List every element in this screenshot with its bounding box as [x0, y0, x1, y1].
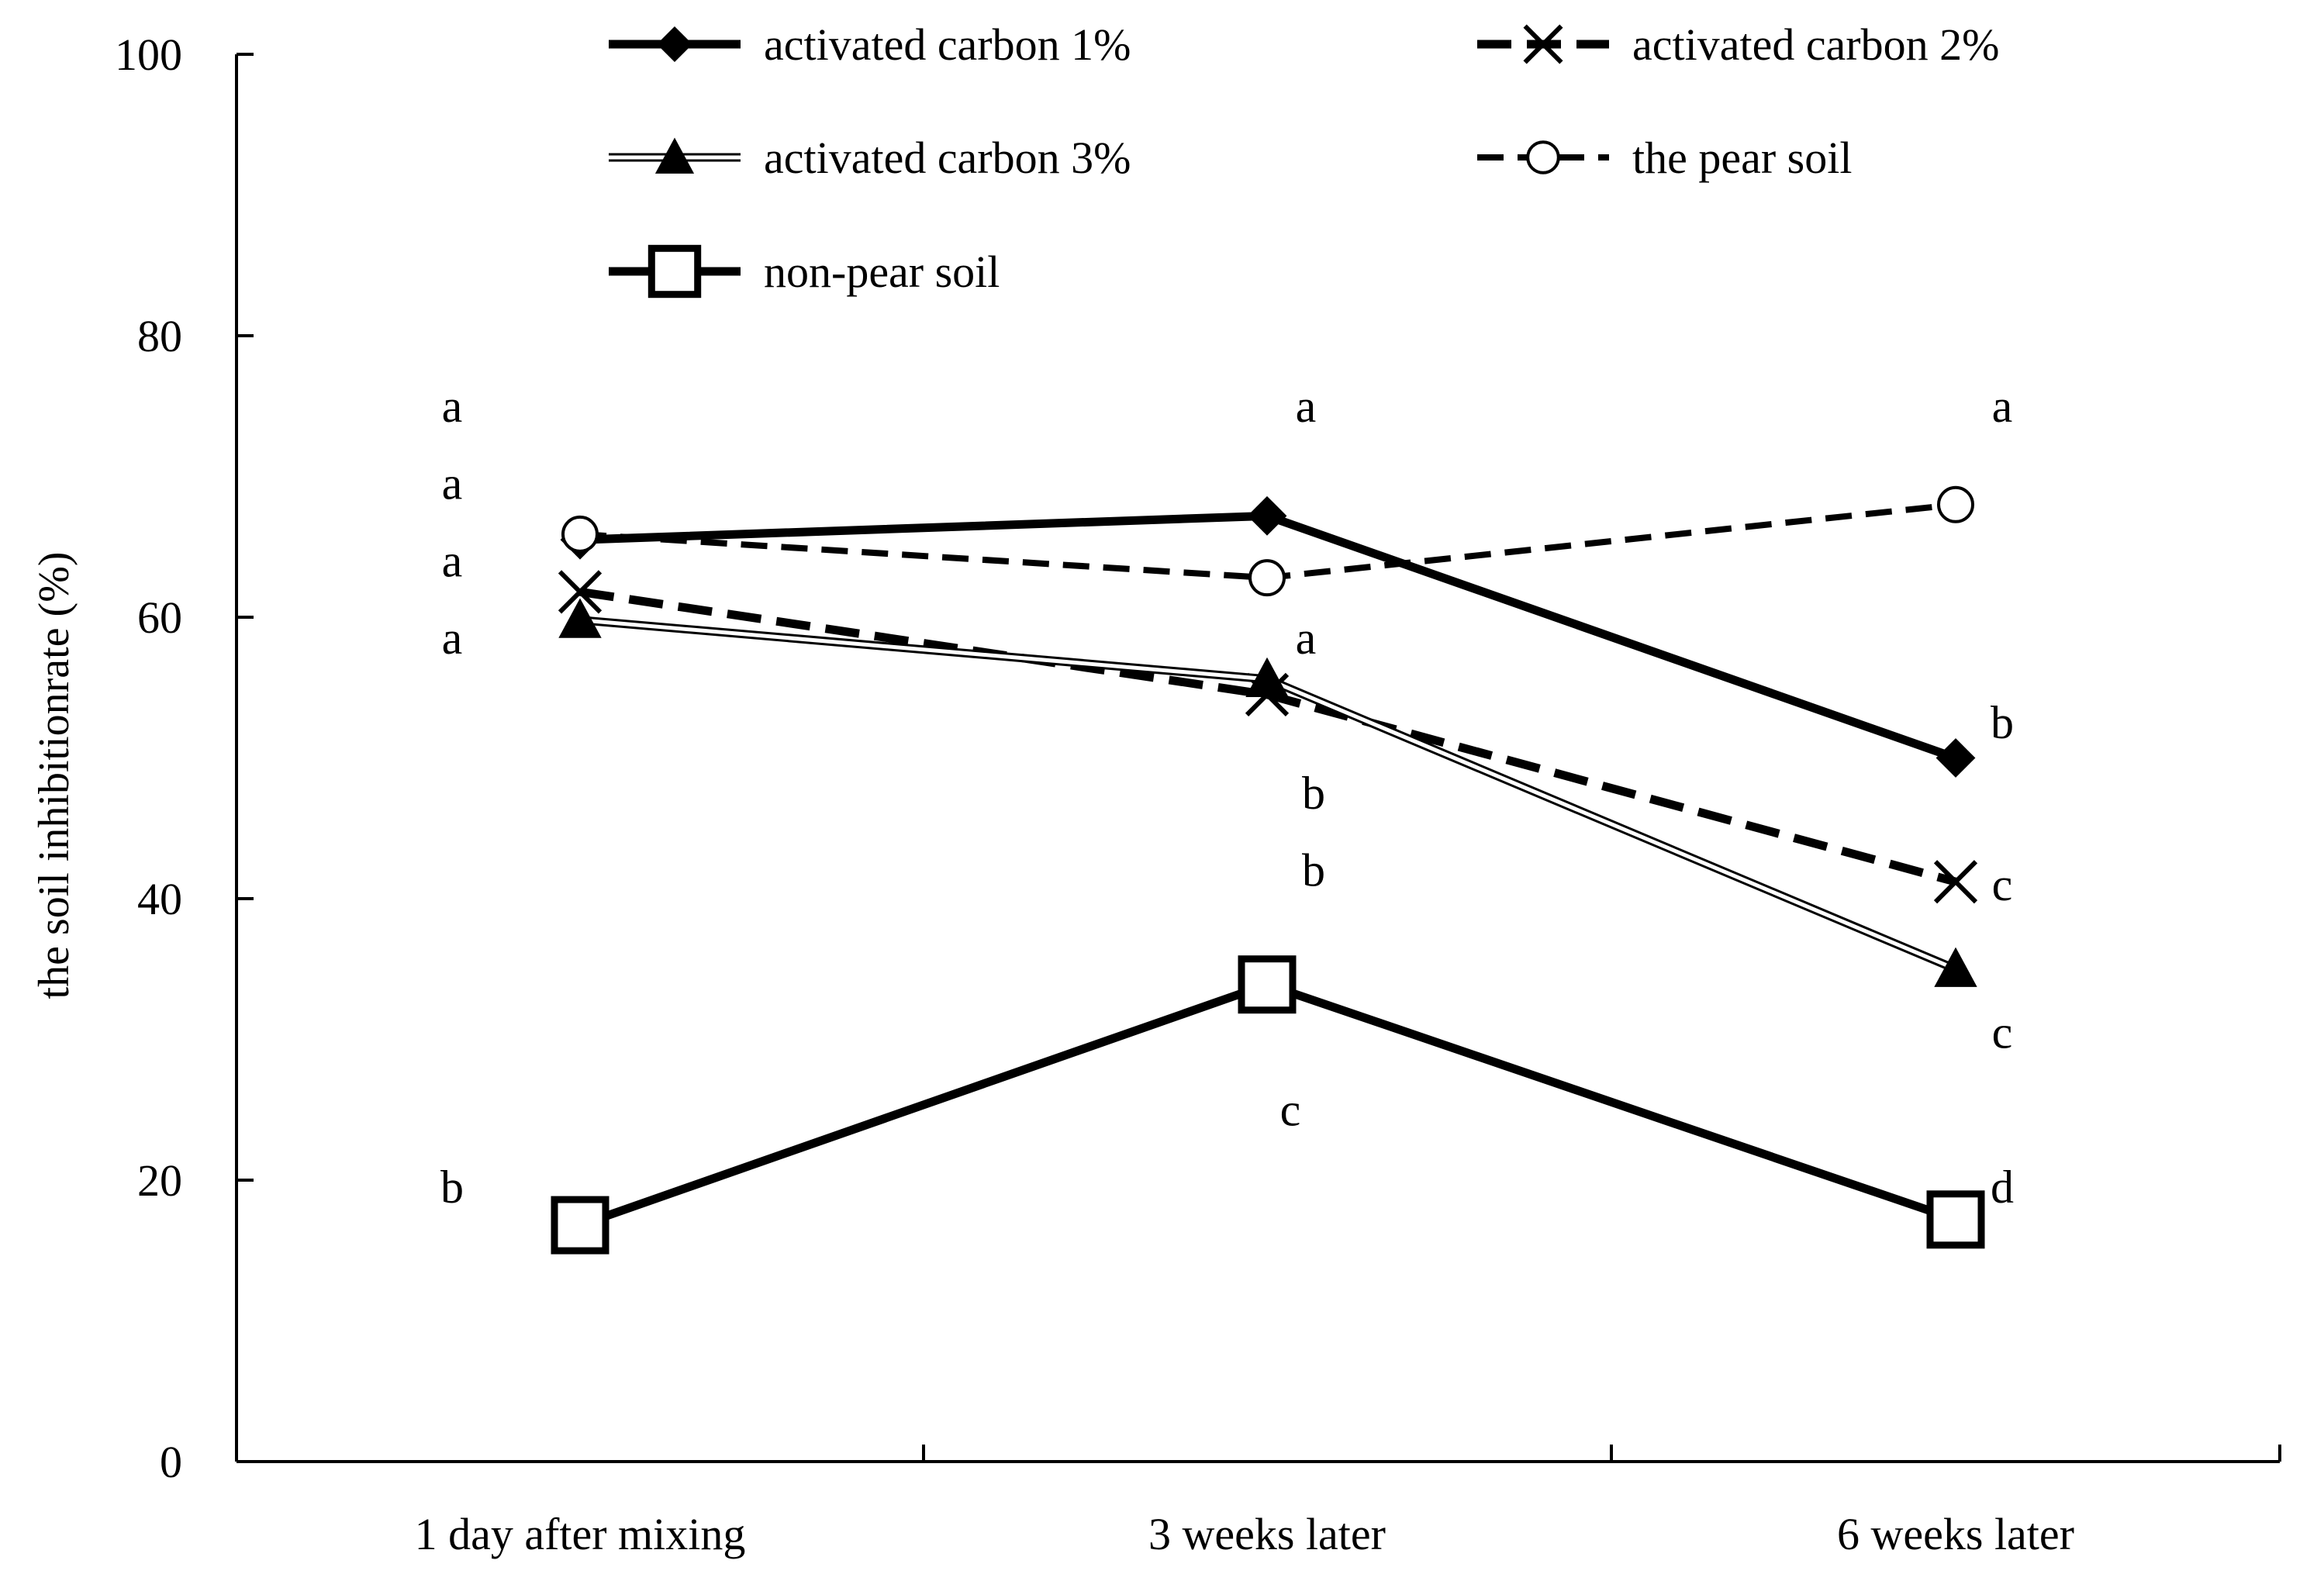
series-2 [558, 570, 1978, 904]
significance-letter: c [1280, 1084, 1301, 1135]
y-axis-ticks: 0 20 40 60 80 100 [115, 29, 254, 1487]
significance-letter: b [1302, 768, 1325, 819]
x-marker [1523, 24, 1563, 64]
triangle-marker [558, 598, 602, 638]
legend: activated carbon 1% activated carbon 2% ac… [609, 19, 1999, 299]
significance-letter: b [1991, 697, 2014, 748]
x-axis-ticks: 1 day after mixing 3 weeks later 6 weeks l… [415, 1445, 2281, 1559]
series-5-line [578, 980, 1957, 1230]
square-marker [1926, 1190, 1985, 1249]
significance-letter: d [1991, 1162, 2014, 1213]
circle-marker [1526, 140, 1560, 174]
legend-item: activated carbon 1% [609, 19, 1131, 70]
legend-item: activated carbon 2% [1477, 19, 1999, 70]
significance-letter: a [1296, 613, 1317, 664]
legend-label: activated carbon 2% [1632, 19, 1999, 70]
triangle-marker [1245, 657, 1289, 697]
significance-letter: a [1992, 381, 2013, 432]
x-marker [1933, 860, 1978, 904]
series-5 [551, 955, 1985, 1255]
legend-label: activated carbon 1% [764, 19, 1131, 70]
legend-label: activated carbon 3% [764, 133, 1131, 183]
y-tick-label: 80 [137, 311, 182, 361]
legend-item: non-pear soil [609, 244, 1000, 299]
diamond-marker [1936, 738, 1976, 778]
significance-letter: b [1302, 845, 1325, 896]
y-tick-label: 40 [137, 874, 182, 924]
y-tick-label: 60 [137, 592, 182, 643]
square-marker [1238, 955, 1297, 1014]
significance-letter: a [442, 458, 463, 509]
y-axis-label: the soil inhibitionrate (%) [30, 552, 78, 999]
triangle-marker [1934, 947, 1977, 987]
x-tick-label: 1 day after mixing [415, 1509, 746, 1559]
significance-letter: c [1992, 1006, 2013, 1058]
y-tick-label: 0 [160, 1437, 182, 1487]
significance-letter: a [442, 535, 463, 586]
y-tick-label: 100 [115, 29, 182, 80]
x-marker [558, 570, 603, 614]
series-4 [561, 485, 1974, 597]
series-2-line [579, 587, 1957, 886]
significance-letter: c [1992, 859, 2013, 910]
series-layer [551, 485, 1985, 1255]
triangle-marker [654, 137, 695, 174]
series-3 [558, 598, 1977, 987]
legend-item: the pear soil [1477, 133, 1852, 183]
square-marker [551, 1196, 609, 1255]
square-marker [647, 244, 702, 299]
x-tick-label: 3 weeks later [1148, 1509, 1386, 1559]
legend-label: the pear soil [1632, 133, 1852, 183]
significance-letter: b [440, 1162, 464, 1213]
y-tick-label: 20 [137, 1155, 182, 1206]
significance-letter: a [442, 381, 463, 432]
legend-label: non-pear soil [764, 247, 1000, 297]
diamond-marker [1247, 495, 1287, 536]
circle-marker [1248, 559, 1286, 597]
significance-letter: a [1296, 381, 1317, 432]
x-tick-label: 6 weeks later [1837, 1509, 2074, 1559]
diamond-marker [656, 26, 693, 63]
significance-letter: a [442, 613, 463, 664]
circle-marker [561, 515, 599, 553]
circle-marker [1937, 485, 1974, 523]
axes [235, 54, 2280, 1463]
legend-item: activated carbon 3% [609, 133, 1131, 183]
